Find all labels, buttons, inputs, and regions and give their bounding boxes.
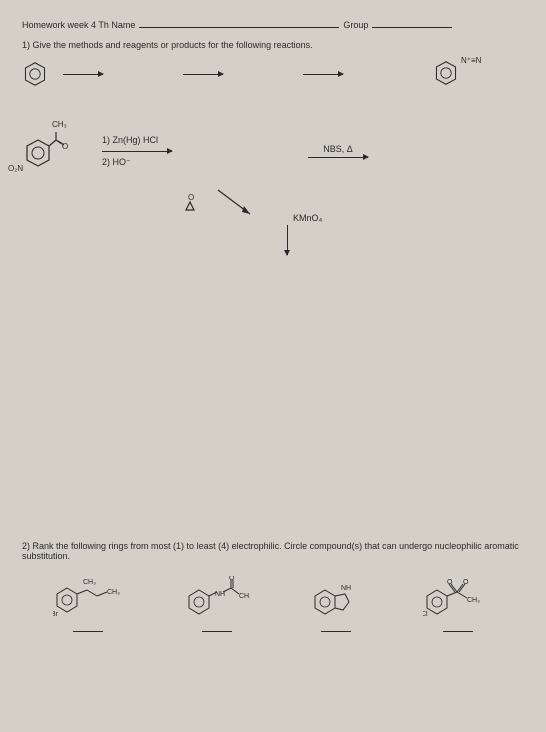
compound-c: NH (311, 576, 361, 632)
svg-text:CH₃: CH₃ (467, 597, 480, 604)
structure-icon: NH (311, 576, 361, 621)
rank-blank[interactable] (202, 631, 232, 632)
epoxide-icon: O (182, 192, 206, 214)
nbs-stack: NBS, Δ (308, 144, 368, 158)
kmno4-label: KMnO₄ (293, 213, 322, 223)
o2n-label: O₂N (8, 164, 23, 173)
svg-text:CH₃: CH₃ (107, 589, 120, 596)
reaction-row-1: N⁺≡N (22, 60, 524, 88)
nitro-acetophenone: CH₃ O O₂N (22, 128, 66, 174)
compound-b: NH O CH₃ (185, 576, 250, 632)
o-label: O (62, 142, 68, 151)
svg-text:O: O (188, 193, 194, 202)
diagonal-arrow-icon (216, 188, 256, 218)
benzene-icon (22, 61, 48, 87)
arrow-icon (63, 74, 103, 75)
ho-reagent: 2) HO⁻ (102, 156, 172, 169)
name-blank[interactable] (139, 18, 339, 28)
question-2-section: 2) Rank the following rings from most (1… (22, 541, 524, 632)
compounds-row: CH₃ CH₃ Br NH O CH₃ (22, 576, 524, 632)
svg-text:O: O (463, 579, 469, 586)
rank-blank[interactable] (443, 631, 473, 632)
kmno4-branch: KMnO₄ (287, 213, 322, 255)
svg-text:CH₃: CH₃ (83, 579, 96, 586)
structure-icon (22, 128, 66, 172)
ch3-label: CH₃ (52, 120, 67, 129)
group-blank[interactable] (372, 18, 452, 28)
svg-text:O: O (447, 579, 453, 586)
structure-icon: CH₃ CH₃ Br (53, 576, 123, 621)
zn-reagent: 1) Zn(Hg) HCl (102, 134, 172, 147)
svg-text:CH₃: CH₃ (239, 593, 250, 600)
svg-text:NH: NH (341, 585, 351, 592)
rank-blank[interactable] (73, 631, 103, 632)
arrow-icon (308, 157, 368, 158)
question-2-text: 2) Rank the following rings from most (1… (22, 541, 524, 561)
hw-label: Homework week 4 Th Name (22, 20, 135, 30)
svg-text:O: O (229, 576, 235, 582)
reaction-section-2: CH₃ O O₂N 1) Zn(Hg) HCl 2) HO⁻ NBS, Δ O … (22, 128, 524, 174)
compound-a: CH₃ CH₃ Br (53, 576, 123, 632)
structure-icon: NH O CH₃ (185, 576, 250, 621)
epoxide-branch: O (182, 188, 256, 218)
structure-icon: O O CH₃ Cl (423, 576, 493, 621)
arrow-icon (102, 151, 172, 152)
diazo-label: N⁺≡N (461, 56, 481, 65)
question-1: 1) Give the methods and reagents or prod… (22, 40, 524, 50)
nbs-label: NBS, Δ (308, 144, 368, 154)
header-row: Homework week 4 Th Name Group (22, 18, 524, 30)
group-label: Group (343, 20, 368, 30)
diazonium-product: N⁺≡N (433, 60, 459, 88)
arrow-icon (183, 74, 223, 75)
svg-text:NH: NH (215, 591, 225, 598)
arrow-down-icon (287, 225, 288, 255)
arrow-icon (303, 74, 343, 75)
reagent-stack: 1) Zn(Hg) HCl 2) HO⁻ (102, 134, 172, 168)
svg-text:Cl: Cl (423, 611, 428, 618)
compound-d: O O CH₃ Cl (423, 576, 493, 632)
benzene-icon (433, 60, 459, 86)
svg-text:Br: Br (53, 611, 59, 618)
rank-blank[interactable] (321, 631, 351, 632)
